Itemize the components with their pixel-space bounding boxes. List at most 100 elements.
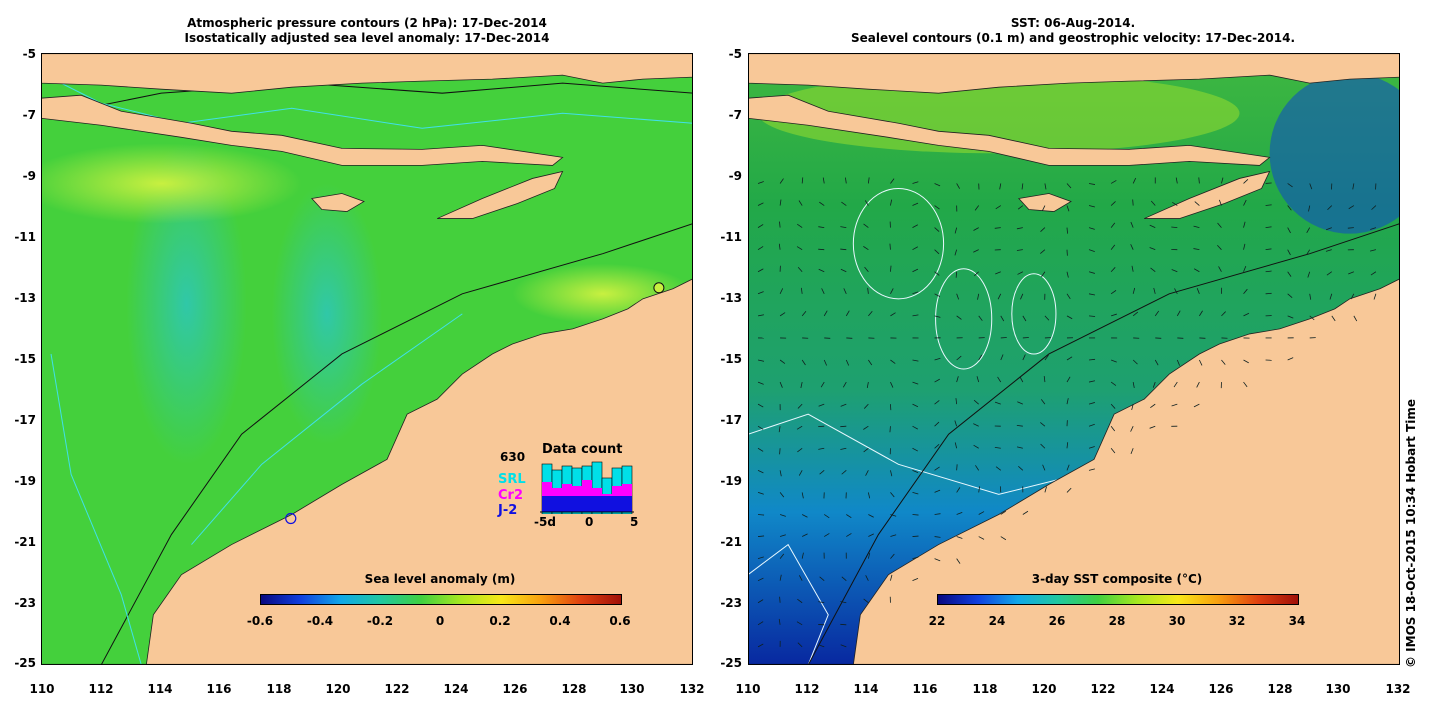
velocity-arrow (1350, 293, 1355, 300)
velocity-arrow (955, 398, 958, 405)
velocity-arrow (890, 288, 894, 294)
left-map-frame (41, 53, 693, 665)
right-velocity-arrows (757, 177, 1377, 648)
velocity-arrow (1088, 446, 1095, 449)
velocity-arrow (778, 243, 781, 250)
velocity-arrow (1348, 271, 1355, 275)
velocity-arrow (757, 403, 764, 408)
velocity-arrow (865, 575, 869, 581)
velocity-arrow (1331, 315, 1336, 322)
velocity-arrow (973, 249, 979, 253)
velocity-arrow (846, 514, 852, 519)
velocity-arrow (1265, 226, 1272, 228)
velocity-arrow (1110, 244, 1116, 250)
right-colorbar-label: 3-day SST composite (°C) (1031, 572, 1203, 586)
velocity-arrow (863, 598, 869, 604)
velocity-arrow (779, 381, 783, 388)
velocity-arrow (1130, 448, 1134, 455)
right-sealevel-contour-2 (748, 543, 829, 665)
velocity-arrow (956, 355, 962, 361)
velocity-arrow (797, 642, 803, 648)
velocity-arrow (1243, 199, 1247, 206)
data-count-axis-left: -5d (534, 515, 556, 529)
velocity-arrow (890, 381, 894, 388)
velocity-arrow (890, 514, 897, 517)
velocity-arrow (995, 466, 1002, 471)
velocity-arrow (1176, 359, 1180, 366)
velocity-arrow (797, 447, 803, 453)
velocity-arrow (779, 574, 782, 581)
velocity-arrow (1066, 398, 1069, 405)
velocity-arrow (1043, 376, 1046, 383)
velocity-arrow (1154, 359, 1159, 366)
velocity-arrow (821, 288, 825, 294)
velocity-arrow (757, 268, 764, 273)
left-lon-tick: 114 (147, 682, 173, 696)
velocity-arrow (818, 248, 825, 251)
velocity-arrow (1149, 425, 1156, 429)
left-station-marker-darwin (653, 282, 665, 294)
velocity-arrow (1066, 464, 1070, 471)
velocity-arrow (1110, 201, 1116, 206)
right-lat-tick: -13 (720, 291, 742, 305)
right-lat-tick: -23 (720, 596, 742, 610)
velocity-arrow (994, 227, 1001, 229)
velocity-arrow (1016, 227, 1023, 230)
velocity-arrow (757, 514, 765, 516)
velocity-arrow (956, 293, 960, 300)
velocity-arrow (1193, 248, 1200, 251)
velocity-arrow (1243, 221, 1246, 228)
velocity-arrow (1193, 403, 1200, 408)
velocity-arrow (1088, 358, 1096, 361)
velocity-arrow (890, 359, 896, 364)
velocity-arrow (889, 426, 891, 433)
velocity-arrow (1370, 249, 1377, 252)
velocity-arrow (1287, 249, 1291, 256)
left-lon-tick: 132 (679, 682, 705, 696)
velocity-arrow (976, 376, 980, 383)
velocity-arrow (796, 246, 803, 251)
velocity-arrow (1308, 205, 1311, 212)
velocity-arrow (779, 596, 781, 603)
velocity-arrow (890, 470, 893, 477)
velocity-arrow (818, 268, 825, 273)
velocity-arrow (934, 205, 940, 210)
velocity-arrow (797, 266, 803, 272)
velocity-arrow (840, 248, 847, 251)
velocity-arrow (1150, 403, 1156, 408)
velocity-arrow (868, 359, 873, 366)
velocity-arrow (797, 403, 803, 409)
velocity-arrow (1218, 199, 1222, 206)
velocity-arrow (1287, 293, 1293, 299)
right-sumba-land (1018, 193, 1072, 212)
left-pressure-contour-2 (60, 82, 693, 114)
velocity-arrow (1110, 359, 1117, 363)
velocity-arrow (1326, 227, 1332, 231)
velocity-arrow (890, 265, 892, 272)
velocity-arrow (1110, 403, 1116, 409)
right-title: SST: 06-Aug-2014. Sealevel contours (0.1… (748, 16, 1398, 46)
velocity-arrow (1044, 315, 1050, 321)
left-colorbar-tick: -0.2 (366, 614, 394, 628)
velocity-arrow (978, 354, 983, 361)
velocity-arrow (1066, 315, 1073, 320)
velocity-arrow (798, 200, 803, 206)
velocity-arrow (757, 643, 764, 648)
velocity-arrow (1017, 205, 1024, 210)
velocity-arrow (779, 178, 784, 184)
right-eddy-contour-3 (1011, 273, 1057, 355)
velocity-arrow (934, 315, 941, 318)
left-lat-tick: -17 (14, 413, 36, 427)
right-colorbar-tick: 24 (988, 614, 1006, 628)
left-colorbar-tick: 0.6 (609, 614, 631, 628)
velocity-arrow (1132, 311, 1139, 317)
velocity-arrow (934, 271, 940, 276)
velocity-arrow (1022, 315, 1027, 322)
velocity-arrow (912, 381, 919, 385)
velocity-arrow (1044, 354, 1049, 361)
velocity-arrow (1196, 288, 1200, 294)
velocity-arrow (912, 447, 919, 452)
velocity-arrow (1066, 205, 1070, 212)
right-map (748, 53, 1400, 665)
velocity-arrow (799, 575, 803, 581)
